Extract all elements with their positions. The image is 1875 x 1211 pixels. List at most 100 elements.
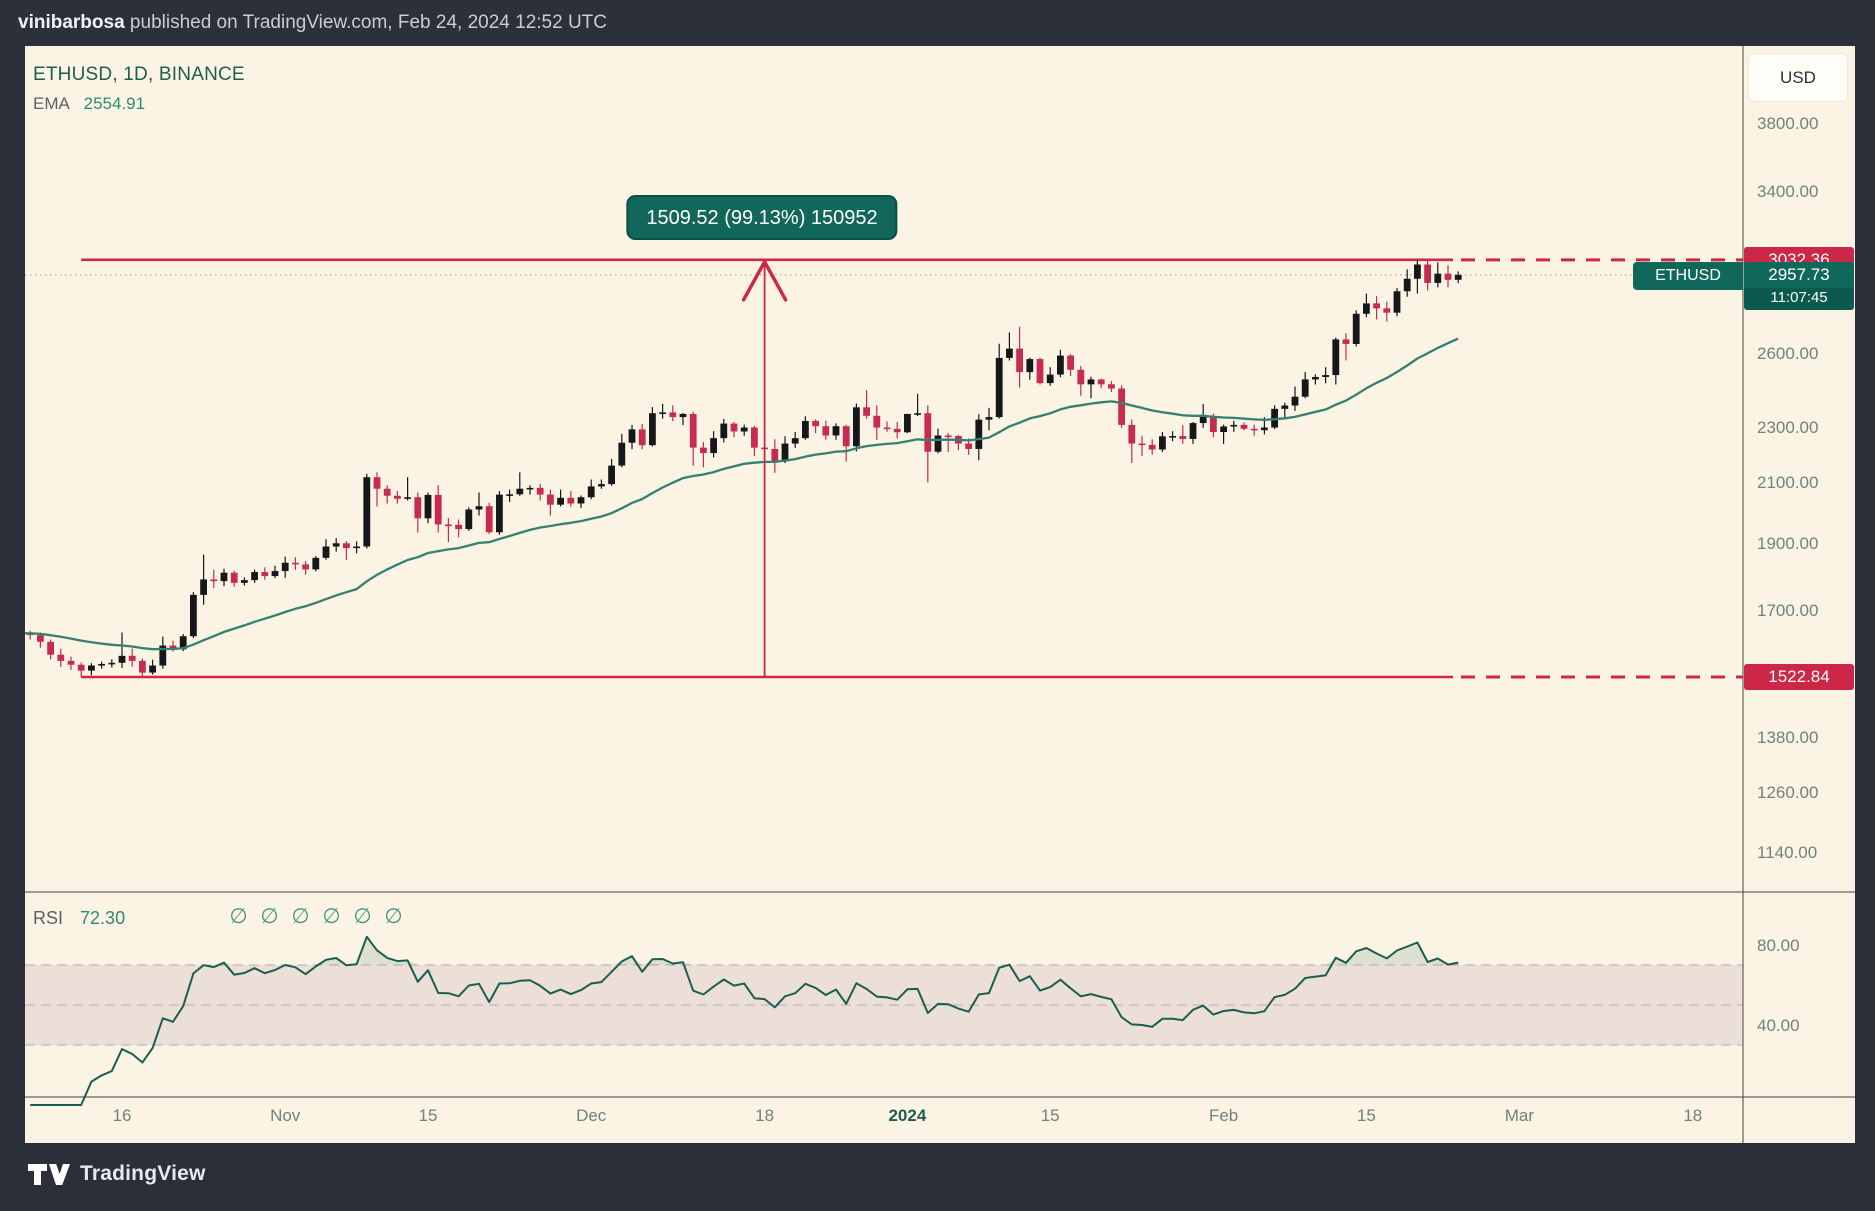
candle-body: [404, 497, 411, 499]
candle-body: [149, 665, 156, 673]
candle-body: [1006, 348, 1013, 358]
candle-body: [924, 413, 932, 452]
tradingview-brand-link[interactable]: TradingView: [28, 1162, 206, 1186]
candle-body: [1393, 291, 1401, 313]
candle-body: [414, 497, 422, 519]
candle-body: [812, 420, 819, 427]
candle-body: [343, 543, 350, 549]
candle-body: [424, 494, 432, 519]
price-tick-label: 2100.00: [1757, 473, 1819, 493]
candle-body: [271, 571, 279, 577]
price-tick-label: 1140.00: [1757, 843, 1818, 863]
candle-body: [985, 417, 993, 420]
candle-body: [363, 477, 371, 547]
candle-body: [281, 562, 289, 572]
time-tick-label: 18: [1683, 1106, 1703, 1125]
candle-body: [210, 579, 218, 582]
candle-body: [1342, 339, 1350, 344]
candle-body: [1118, 388, 1125, 425]
candle-body: [1444, 273, 1452, 280]
candle-body: [1046, 374, 1054, 384]
time-tick-label: Feb: [1208, 1106, 1239, 1125]
candle-body: [322, 546, 330, 558]
candle-body: [1291, 396, 1299, 406]
time-tick-label: 15: [418, 1106, 438, 1125]
candle-body: [77, 664, 85, 671]
candle-body: [200, 579, 207, 595]
candle-body: [37, 635, 44, 642]
candle-body: [863, 407, 870, 416]
attribution-bar: vinibarbosa published on TradingView.com…: [0, 0, 1875, 46]
currency-toggle-button[interactable]: USD: [1748, 53, 1848, 102]
candle-body: [577, 497, 585, 504]
attribution-rest: published on TradingView.com, Feb 24, 20…: [124, 12, 607, 33]
candle-body: [159, 645, 167, 666]
candle-body: [1261, 427, 1268, 431]
candle-body: [1352, 313, 1360, 344]
candle-body: [628, 429, 636, 443]
candle-body: [434, 494, 442, 525]
candle-body: [230, 572, 238, 583]
symbol-title[interactable]: ETHUSD, 1D, BINANCE: [33, 64, 245, 85]
candle-body: [781, 443, 789, 462]
candle-body: [169, 645, 177, 650]
candle-body: [1087, 379, 1095, 385]
candle-body: [67, 660, 75, 665]
candle-body: [526, 487, 534, 490]
author-username: vinibarbosa: [18, 12, 125, 33]
candle-body: [1057, 355, 1064, 375]
candle-body: [485, 506, 493, 533]
empty-set-icon: ∅: [291, 905, 310, 928]
candle-body: [1138, 443, 1146, 446]
candle-body: [445, 524, 452, 527]
candle-body: [965, 443, 972, 449]
symbol-header[interactable]: ETHUSD, 1D, BINANCE: [33, 64, 245, 86]
range-arrow-head: [741, 258, 788, 302]
time-tick-label: Dec: [576, 1106, 607, 1125]
candle-body: [1210, 416, 1217, 433]
price-tick-label: 1260.00: [1757, 782, 1819, 802]
candle-body: [751, 427, 758, 448]
time-tick-label: Mar: [1504, 1106, 1535, 1125]
candle-body: [455, 524, 462, 530]
candle-body: [394, 495, 401, 499]
candle-body: [302, 564, 309, 570]
candle-body: [1036, 359, 1044, 384]
chart-card: ETHUSD, 1D, BINANCE EMA 2554.91 1509.52 …: [25, 46, 1855, 1143]
rsi-value: 72.30: [80, 908, 126, 928]
time-tick-label: 16: [112, 1106, 132, 1125]
candle-body: [1240, 424, 1248, 429]
tradingview-logo-icon: [28, 1163, 70, 1185]
price-tick-label: 1700.00: [1757, 601, 1819, 621]
time-tick-label: 15: [1040, 1106, 1060, 1125]
candle-body: [1128, 424, 1136, 444]
rsi-legend[interactable]: RSI 72.30: [33, 908, 125, 929]
candle-body: [496, 494, 503, 533]
candle-body: [832, 426, 840, 436]
last-price-symbol-chip: ETHUSD: [1633, 262, 1743, 290]
chart-canvas[interactable]: [25, 46, 1855, 1143]
candle-body: [944, 435, 952, 438]
price-tick-label: 3800.00: [1757, 114, 1819, 134]
rsi-tick-label: 80.00: [1757, 936, 1800, 955]
candle-body: [1077, 369, 1085, 385]
candle-body: [587, 486, 595, 498]
time-tick-label: 18: [755, 1106, 775, 1125]
candle-body: [659, 412, 666, 415]
candle-body: [47, 641, 54, 655]
candle-body: [261, 572, 269, 577]
candle-body: [710, 438, 717, 454]
candle-body: [1312, 376, 1319, 380]
price-tick-label: 3400.00: [1757, 181, 1819, 201]
rsi-label: RSI: [33, 908, 64, 928]
ema-legend[interactable]: EMA 2554.91: [33, 94, 145, 114]
candle-body: [608, 465, 615, 485]
candle-body: [1383, 308, 1391, 313]
candle-body: [1322, 375, 1329, 377]
price-tick-label: 2600.00: [1757, 344, 1819, 363]
candle-body: [802, 420, 809, 439]
price-tick-label: 1900.00: [1757, 533, 1819, 553]
candle-body: [1434, 273, 1442, 283]
candle-body: [1250, 428, 1258, 431]
